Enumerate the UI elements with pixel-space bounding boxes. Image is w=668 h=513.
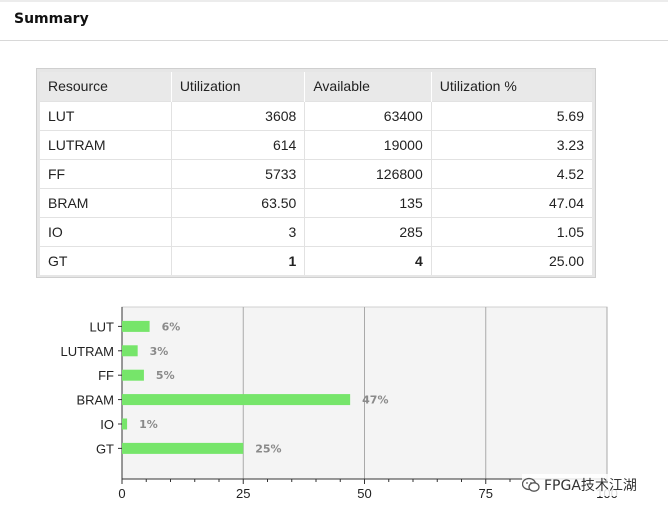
x-tick-label: 25: [236, 486, 250, 501]
cell-utilization: 5733: [171, 158, 306, 188]
cell-percent: 1.05: [431, 216, 592, 246]
y-tick-label: LUTRAM: [61, 344, 114, 359]
table-row[interactable]: IO 3 285 1.05: [40, 216, 592, 246]
cell-percent: 4.52: [431, 158, 592, 188]
column-header-resource[interactable]: Resource: [40, 72, 172, 101]
header-top-divider: [0, 0, 668, 2]
cell-available: 63400: [304, 100, 432, 130]
page-title: Summary: [14, 11, 89, 27]
bar: [122, 394, 351, 406]
bar: [122, 369, 144, 381]
cell-resource: LUTRAM: [40, 129, 172, 159]
cell-utilization: 614: [171, 129, 306, 159]
cell-available: 19000: [304, 129, 432, 159]
data-label: 6%: [162, 320, 181, 333]
y-tick-label: IO: [100, 417, 114, 432]
cell-utilization: 63.50: [171, 187, 306, 217]
utilization-table: Resource Utilization Available Utilizati…: [40, 72, 592, 275]
y-tick-label: BRAM: [76, 393, 114, 408]
y-tick-label: FF: [98, 368, 114, 383]
cell-available: 4: [304, 245, 432, 275]
table-row[interactable]: LUTRAM 614 19000 3.23: [40, 129, 592, 159]
data-label: 3%: [150, 345, 169, 358]
column-header-utilization-percent[interactable]: Utilization %: [431, 72, 592, 101]
wechat-logo-icon: [522, 477, 540, 492]
watermark-text: FPGA技术江湖: [544, 478, 637, 494]
utilization-bar-chart: 0255075100LUT6%LUTRAM3%FF5%BRAM47%IO1%GT…: [61, 306, 618, 501]
bar: [122, 418, 128, 430]
data-label: 47%: [362, 394, 388, 407]
column-header-available[interactable]: Available: [304, 72, 432, 101]
bar: [122, 345, 138, 357]
cell-utilization: 3608: [171, 100, 306, 130]
table-header-row: Resource Utilization Available Utilizati…: [40, 72, 592, 101]
table-row[interactable]: LUT 3608 63400 5.69: [40, 100, 592, 130]
watermark: FPGA技术江湖: [522, 474, 637, 496]
cell-resource: FF: [40, 158, 172, 188]
y-tick-label: GT: [96, 441, 114, 456]
cell-resource: IO: [40, 216, 172, 246]
cell-available: 285: [304, 216, 432, 246]
cell-percent: 5.69: [431, 100, 592, 130]
x-tick-label: 0: [118, 486, 125, 501]
data-label: 25%: [255, 442, 281, 455]
column-header-utilization[interactable]: Utilization: [171, 72, 306, 101]
utilization-table-panel: Resource Utilization Available Utilizati…: [36, 68, 596, 278]
table-row[interactable]: GT 1 4 25.00: [40, 245, 592, 275]
x-tick-label: 75: [479, 486, 493, 501]
y-tick-label: LUT: [89, 319, 114, 334]
cell-available: 126800: [304, 158, 432, 188]
cell-utilization: 1: [171, 245, 306, 275]
table-row[interactable]: BRAM 63.50 135 47.04: [40, 187, 592, 217]
data-label: 1%: [139, 418, 158, 431]
bar: [122, 320, 150, 332]
cell-percent: 25.00: [431, 245, 592, 275]
x-tick-label: 50: [357, 486, 371, 501]
cell-percent: 3.23: [431, 129, 592, 159]
cell-available: 135: [304, 187, 432, 217]
data-label: 5%: [156, 369, 175, 382]
cell-resource: LUT: [40, 100, 172, 130]
cell-percent: 47.04: [431, 187, 592, 217]
bar: [122, 442, 244, 454]
summary-header: Summary: [0, 0, 668, 41]
cell-resource: BRAM: [40, 187, 172, 217]
table-row[interactable]: FF 5733 126800 4.52: [40, 158, 592, 188]
cell-resource: GT: [40, 245, 172, 275]
cell-utilization: 3: [171, 216, 306, 246]
